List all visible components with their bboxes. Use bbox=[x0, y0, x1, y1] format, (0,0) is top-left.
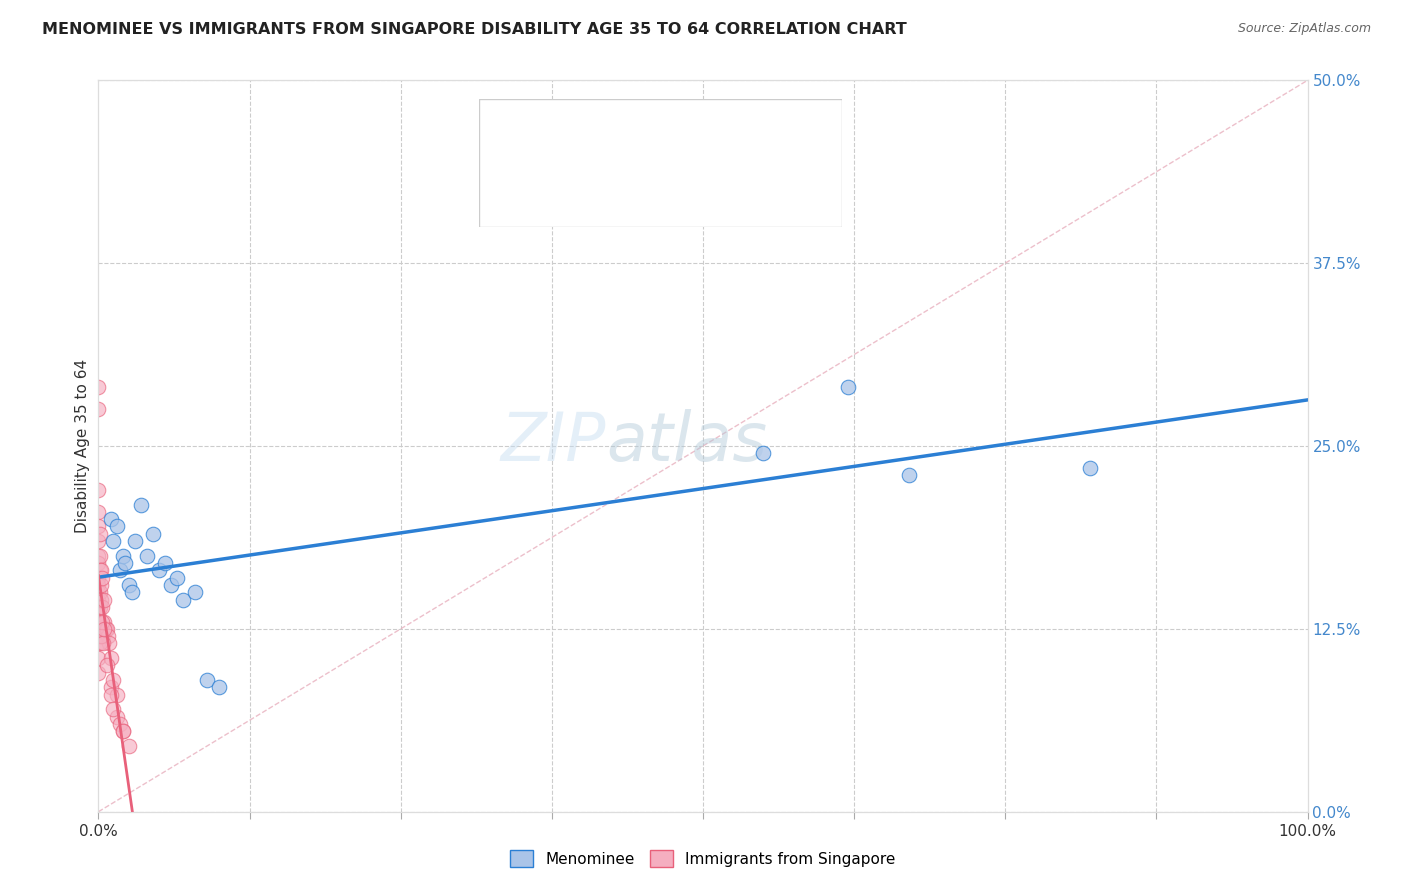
Point bbox=[111, 724, 134, 739]
Point bbox=[153, 556, 176, 570]
Point bbox=[87, 607, 110, 622]
Point bbox=[87, 483, 110, 497]
Point bbox=[98, 636, 121, 650]
Point bbox=[97, 629, 120, 643]
Point bbox=[208, 681, 231, 695]
Point bbox=[93, 592, 115, 607]
Point bbox=[105, 519, 128, 533]
Point bbox=[91, 629, 114, 643]
Point bbox=[114, 556, 136, 570]
Point bbox=[91, 615, 114, 629]
Point bbox=[100, 681, 122, 695]
Point bbox=[87, 519, 110, 533]
Point bbox=[105, 688, 128, 702]
Point bbox=[172, 592, 194, 607]
Point bbox=[111, 549, 134, 563]
Point bbox=[90, 578, 112, 592]
Point bbox=[752, 446, 775, 460]
Point bbox=[105, 709, 128, 723]
Point bbox=[93, 622, 115, 636]
Point bbox=[89, 563, 111, 577]
Point bbox=[100, 651, 122, 665]
Point bbox=[129, 498, 152, 512]
Point bbox=[87, 571, 110, 585]
Point bbox=[166, 571, 188, 585]
Point bbox=[91, 571, 114, 585]
Point bbox=[118, 578, 141, 592]
Text: Source: ZipAtlas.com: Source: ZipAtlas.com bbox=[1237, 22, 1371, 36]
Point bbox=[118, 739, 141, 753]
Point bbox=[87, 636, 110, 650]
Point bbox=[87, 534, 110, 549]
Point bbox=[94, 622, 117, 636]
Point bbox=[142, 526, 165, 541]
Point bbox=[124, 534, 146, 549]
Point bbox=[89, 549, 111, 563]
Point bbox=[135, 549, 157, 563]
Point bbox=[93, 615, 115, 629]
Point bbox=[91, 599, 114, 614]
Point bbox=[87, 599, 110, 614]
Point bbox=[89, 599, 111, 614]
Point bbox=[90, 629, 112, 643]
Point bbox=[90, 563, 112, 577]
Point bbox=[96, 658, 118, 673]
Point bbox=[111, 724, 134, 739]
Point bbox=[148, 563, 170, 577]
Point bbox=[89, 526, 111, 541]
Point bbox=[100, 688, 122, 702]
Point bbox=[87, 651, 110, 665]
Point bbox=[87, 578, 110, 592]
Point bbox=[87, 556, 110, 570]
Point bbox=[87, 549, 110, 563]
Point bbox=[101, 702, 124, 716]
Point bbox=[897, 468, 920, 483]
Text: atlas: atlas bbox=[606, 409, 768, 475]
Point bbox=[1078, 461, 1101, 475]
Point bbox=[91, 636, 114, 650]
Point bbox=[108, 563, 131, 577]
Point bbox=[90, 592, 112, 607]
Point bbox=[108, 717, 131, 731]
Point bbox=[87, 665, 110, 680]
Text: ZIP: ZIP bbox=[501, 409, 606, 475]
Point bbox=[101, 534, 124, 549]
Point bbox=[87, 592, 110, 607]
Point bbox=[87, 402, 110, 417]
Y-axis label: Disability Age 35 to 64: Disability Age 35 to 64 bbox=[75, 359, 90, 533]
Point bbox=[87, 380, 110, 394]
Point bbox=[184, 585, 207, 599]
Point bbox=[87, 505, 110, 519]
Point bbox=[89, 636, 111, 650]
Point bbox=[101, 673, 124, 687]
Point bbox=[87, 615, 110, 629]
Point bbox=[87, 585, 110, 599]
Point bbox=[160, 578, 183, 592]
Point bbox=[87, 629, 110, 643]
Legend: Menominee, Immigrants from Singapore: Menominee, Immigrants from Singapore bbox=[505, 844, 901, 873]
Point bbox=[121, 585, 143, 599]
Point bbox=[96, 622, 118, 636]
Text: MENOMINEE VS IMMIGRANTS FROM SINGAPORE DISABILITY AGE 35 TO 64 CORRELATION CHART: MENOMINEE VS IMMIGRANTS FROM SINGAPORE D… bbox=[42, 22, 907, 37]
Point bbox=[89, 585, 111, 599]
Point bbox=[195, 673, 218, 687]
Point bbox=[837, 380, 859, 394]
Point bbox=[100, 512, 122, 526]
